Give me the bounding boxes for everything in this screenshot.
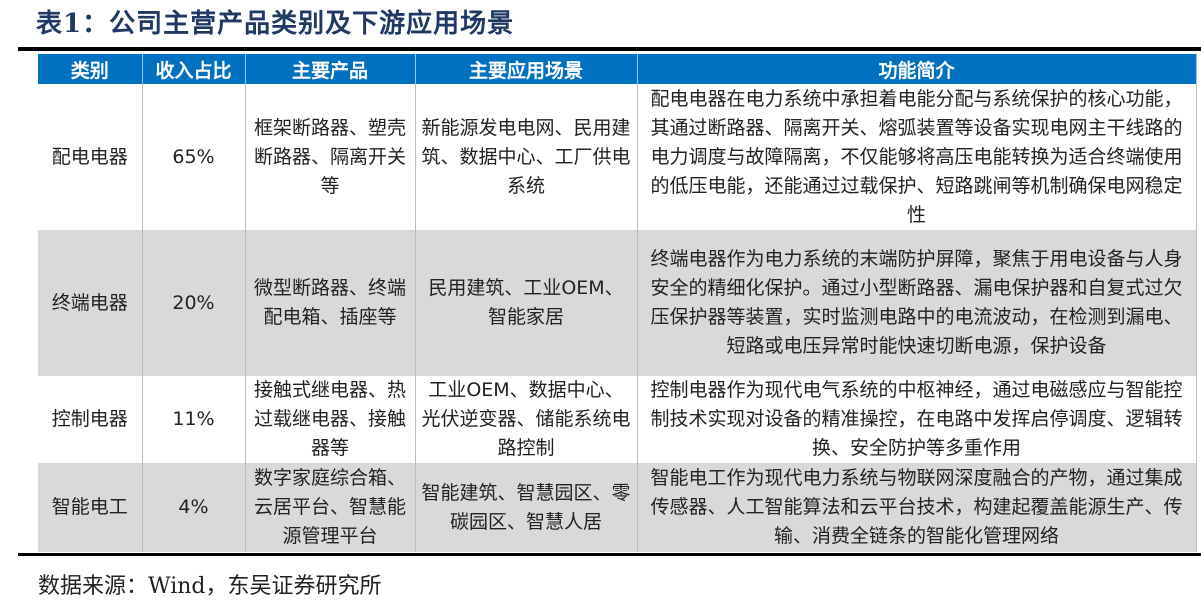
cell-scenarios: 智能建筑、智慧园区、零碳园区、智慧人居 [415,463,638,552]
table-row: 配电电器 65% 框架断路器、塑壳断路器、隔离开关等 新能源发电电网、民用建筑、… [38,84,1197,230]
cell-scenarios: 新能源发电电网、民用建筑、数据中心、工厂供电系统 [415,84,638,230]
table-row: 控制电器 11% 接触式继电器、热过载继电器、接触器等 工业OEM、数据中心、光… [38,376,1197,463]
table-header-row: 类别 收入占比 主要产品 主要应用场景 功能简介 [38,54,1197,84]
cell-share: 20% [142,230,246,376]
header-share: 收入占比 [142,54,246,84]
top-rule [18,47,1201,51]
table-row: 终端电器 20% 微型断路器、终端配电箱、插座等 民用建筑、工业OEM、智能家居… [38,230,1197,376]
cell-description: 控制电器作为现代电气系统的中枢神经，通过电磁感应与智能控制技术实现对设备的精准操… [637,376,1197,463]
cell-category: 配电电器 [38,84,143,230]
cell-description: 配电电器在电力系统中承担着电能分配与系统保护的核心功能，其通过断路器、隔离开关、… [637,84,1197,230]
cell-products: 微型断路器、终端配电箱、插座等 [245,230,416,376]
bottom-rule [18,553,1201,556]
cell-products: 框架断路器、塑壳断路器、隔离开关等 [245,84,416,230]
cell-products: 接触式继电器、热过载继电器、接触器等 [245,376,416,463]
cell-scenarios: 民用建筑、工业OEM、智能家居 [415,230,638,376]
table-title: 表1：公司主营产品类别及下游应用场景 [36,9,515,39]
cell-description: 智能电工作为现代电力系统与物联网深度融合的产物，通过集成传感器、人工智能算法和云… [637,463,1197,552]
cell-scenarios: 工业OEM、数据中心、光伏逆变器、储能系统电路控制 [415,376,638,463]
cell-share: 65% [142,84,246,230]
header-scenarios: 主要应用场景 [415,54,638,84]
header-products: 主要产品 [245,54,416,84]
cell-category: 终端电器 [38,230,143,376]
header-category: 类别 [38,54,143,84]
product-table: 类别 收入占比 主要产品 主要应用场景 功能简介 配电电器 65% 框架断路器、… [38,54,1197,552]
cell-products: 数字家庭综合箱、云居平台、智慧能源管理平台 [245,463,416,552]
cell-share: 11% [142,376,246,463]
header-description: 功能简介 [637,54,1197,84]
cell-category: 智能电工 [38,463,143,552]
cell-description: 终端电器作为电力系统的末端防护屏障，聚焦于用电设备与人身安全的精细化保护。通过小… [637,230,1197,376]
cell-category: 控制电器 [38,376,143,463]
cell-share: 4% [142,463,246,552]
source-note: 数据来源：Wind，东吴证券研究所 [38,574,382,599]
table-row: 智能电工 4% 数字家庭综合箱、云居平台、智慧能源管理平台 智能建筑、智慧园区、… [38,463,1197,552]
